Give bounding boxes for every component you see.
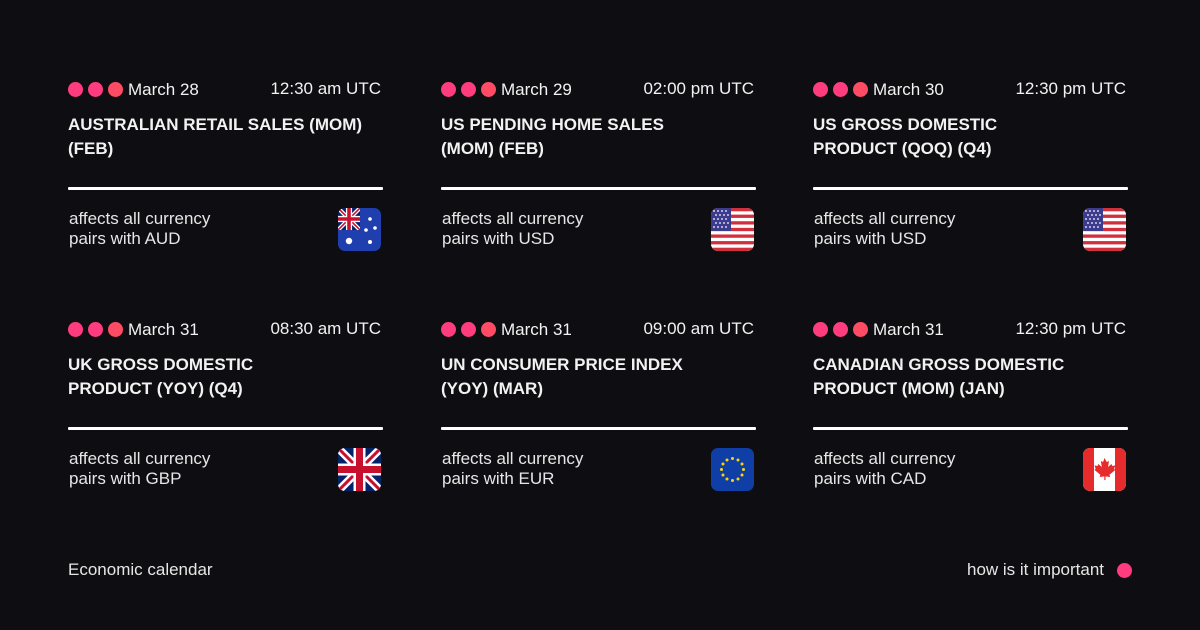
event-date: March 28 xyxy=(128,80,199,99)
divider xyxy=(441,187,756,190)
affects-line: affects all currency xyxy=(814,209,956,228)
currency-flag xyxy=(711,448,754,491)
affects-line: pairs with USD xyxy=(442,229,555,248)
footer-title: Economic calendar xyxy=(68,560,213,579)
divider xyxy=(68,427,383,430)
currency-flag xyxy=(338,448,381,491)
event-title: AUSTRALIAN RETAIL SALES (MOM) (FEB) xyxy=(68,113,362,161)
importance-dot xyxy=(441,82,456,97)
event-title: UK GROSS DOMESTIC PRODUCT (YOY) (Q4) xyxy=(68,353,253,401)
event-date: March 31 xyxy=(873,320,944,339)
title-line: PRODUCT (YOY) (Q4) xyxy=(68,379,243,398)
importance-dot xyxy=(813,82,828,97)
importance-dot xyxy=(461,322,476,337)
divider xyxy=(441,427,756,430)
event-date: March 29 xyxy=(501,80,572,99)
affects-text: affects all currency pairs with EUR xyxy=(442,449,583,489)
currency-flag xyxy=(711,208,754,251)
title-line: AUSTRALIAN RETAIL SALES (MOM) xyxy=(68,115,363,134)
title-line: PRODUCT (QOQ) (Q4) xyxy=(813,139,992,158)
affects-line: affects all currency xyxy=(69,449,211,468)
importance-dot xyxy=(1117,563,1132,578)
title-line: US GROSS DOMESTIC xyxy=(813,115,998,134)
event-time: 12:30 pm UTC xyxy=(1015,319,1126,338)
event-card: March 31 12:30 pm UTC CANADIAN GROSS DOMES… xyxy=(813,315,1128,495)
event-time: 02:00 pm UTC xyxy=(643,79,754,98)
affects-line: affects all currency xyxy=(442,449,584,468)
affects-line: affects all currency xyxy=(814,449,956,468)
event-time: 12:30 am UTC xyxy=(270,79,381,98)
importance-dot xyxy=(108,82,123,97)
event-date: March 31 xyxy=(128,320,199,339)
affects-line: affects all currency xyxy=(69,209,211,228)
divider xyxy=(68,187,383,190)
affects-text: affects all currency pairs with USD xyxy=(814,209,955,249)
event-date: March 30 xyxy=(873,80,944,99)
title-line: (FEB) xyxy=(68,139,114,158)
title-line: (YOY) (MAR) xyxy=(441,379,543,398)
title-line: US PENDING HOME SALES xyxy=(441,115,664,134)
title-line: PRODUCT (MOM) (JAN) xyxy=(813,379,1005,398)
divider xyxy=(813,427,1128,430)
importance-dot xyxy=(813,322,828,337)
importance-dot xyxy=(108,322,123,337)
currency-flag xyxy=(338,208,381,251)
event-title: US GROSS DOMESTIC PRODUCT (QOQ) (Q4) xyxy=(813,113,997,161)
event-title: UN CONSUMER PRICE INDEX (YOY) (MAR) xyxy=(441,353,683,401)
importance-dot xyxy=(88,82,103,97)
importance-dot xyxy=(853,322,868,337)
event-title: CANADIAN GROSS DOMESTIC PRODUCT (MOM) (JA… xyxy=(813,353,1064,401)
affects-line: pairs with GBP xyxy=(69,469,182,488)
importance-dot xyxy=(481,82,496,97)
importance-dot xyxy=(833,322,848,337)
importance-legend: how is it important xyxy=(967,560,1104,579)
event-card: March 31 09:00 am UTC UN CONSUMER PRICE IN… xyxy=(441,315,756,495)
currency-flag xyxy=(1083,208,1126,251)
affects-text: affects all currency pairs with AUD xyxy=(69,209,210,249)
importance-dot xyxy=(68,82,83,97)
affects-line: pairs with CAD xyxy=(814,469,927,488)
title-line: CANADIAN GROSS DOMESTIC xyxy=(813,355,1065,374)
importance-dot xyxy=(481,322,496,337)
event-card: March 30 12:30 pm UTC US GROSS DOMESTIC PRO… xyxy=(813,75,1128,255)
title-line: UN CONSUMER PRICE INDEX xyxy=(441,355,683,374)
affects-text: affects all currency pairs with USD xyxy=(442,209,583,249)
affects-line: affects all currency xyxy=(442,209,584,228)
event-time: 12:30 pm UTC xyxy=(1015,79,1126,98)
importance-dot xyxy=(853,82,868,97)
affects-text: affects all currency pairs with CAD xyxy=(814,449,955,489)
event-time: 08:30 am UTC xyxy=(270,319,381,338)
affects-line: pairs with USD xyxy=(814,229,927,248)
title-line: UK GROSS DOMESTIC xyxy=(68,355,254,374)
importance-dot xyxy=(88,322,103,337)
affects-text: affects all currency pairs with GBP xyxy=(69,449,210,489)
event-card: March 28 12:30 am UTC AUSTRALIAN RETAIL SA… xyxy=(68,75,383,255)
importance-dot xyxy=(68,322,83,337)
title-line: (MOM) (FEB) xyxy=(441,139,544,158)
affects-line: pairs with AUD xyxy=(69,229,181,248)
event-card: March 29 02:00 pm UTC US PENDING HOME SALE… xyxy=(441,75,756,255)
importance-dot xyxy=(833,82,848,97)
currency-flag xyxy=(1083,448,1126,491)
divider xyxy=(813,187,1128,190)
affects-line: pairs with EUR xyxy=(442,469,555,488)
event-card: March 31 08:30 am UTC UK GROSS DOMESTIC PRO… xyxy=(68,315,383,495)
importance-dot xyxy=(461,82,476,97)
event-title: US PENDING HOME SALES (MOM) (FEB) xyxy=(441,113,664,161)
event-time: 09:00 am UTC xyxy=(643,319,754,338)
importance-dot xyxy=(441,322,456,337)
event-date: March 31 xyxy=(501,320,572,339)
